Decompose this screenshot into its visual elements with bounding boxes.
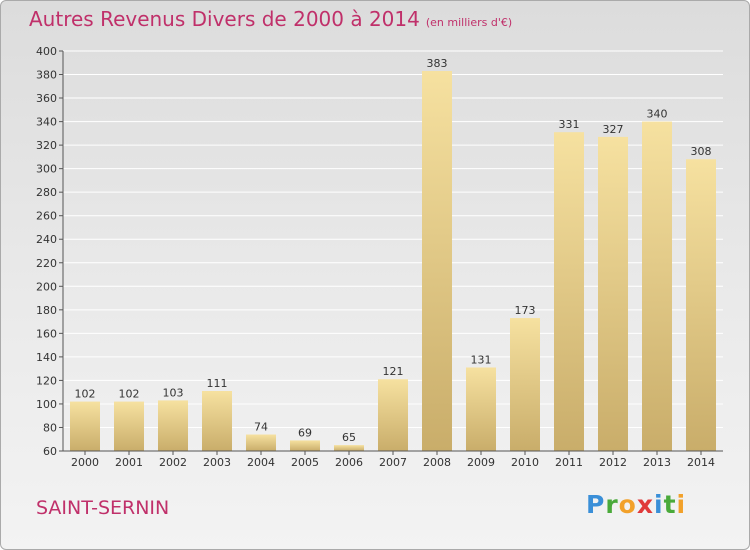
bar-2008 [422,71,452,451]
x-tick-label: 2012 [599,456,627,469]
data-label-2002: 103 [163,386,184,399]
y-tick-label: 360 [36,92,57,105]
data-label-2014: 308 [691,145,712,158]
y-tick-label: 200 [36,280,57,293]
x-tick-label: 2006 [335,456,363,469]
x-tick-label: 2014 [687,456,715,469]
y-tick-label: 60 [43,445,57,458]
logo-letter: i [654,490,664,519]
x-tick-label: 2013 [643,456,671,469]
x-tick-label: 2003 [203,456,231,469]
y-tick-label: 280 [36,186,57,199]
y-tick-label: 400 [36,45,57,58]
data-label-2013: 340 [647,108,668,121]
y-tick-label: 180 [36,304,57,317]
x-tick-label: 2001 [115,456,143,469]
x-tick-label: 2010 [511,456,539,469]
data-label-2011: 331 [559,118,580,131]
y-tick-label: 220 [36,257,57,270]
x-tick-label: 2011 [555,456,583,469]
town-name: SAINT-SERNIN [36,497,170,519]
x-tick-label: 2009 [467,456,495,469]
logo-letter: i [676,490,687,519]
chart-title-block: Autres Revenus Divers de 2000 à 2014 (en … [29,7,512,31]
y-axis: 60 80 100 120 140 160 180 200 220 240 260 280 300 320… [36,45,64,458]
y-tick-label: 80 [43,421,57,434]
y-tick-label: 160 [36,327,57,340]
chart-title: Autres Revenus Divers de 2000 à 2014 [29,7,420,31]
data-label-2008: 383 [427,57,448,70]
data-label-2005: 69 [298,426,312,439]
y-tick-label: 340 [36,116,57,129]
bar-2003 [202,391,232,451]
x-tick-label: 2002 [159,456,187,469]
logo-letter: x [636,490,654,519]
bar-2011 [554,132,584,452]
data-label-2003: 111 [207,377,228,390]
logo-letter: o [618,490,637,519]
data-label-2012: 327 [603,123,624,136]
data-label-2006: 65 [342,431,356,444]
x-tick-label: 2000 [71,456,99,469]
bar-2005 [290,440,320,451]
bar-2013 [642,121,672,452]
y-tick-label: 140 [36,351,57,364]
y-tick-label: 240 [36,233,57,246]
data-label-2000: 102 [75,388,96,401]
data-labels: 102 102 103 111 74 69 65 121 383 131 173 331 327 340 3… [75,57,712,444]
bar-2000 [70,401,100,451]
bar-2006 [334,445,364,451]
x-tick-label: 2004 [247,456,275,469]
bar-2002 [158,400,188,451]
bar-2007 [378,379,408,451]
data-label-2010: 173 [515,304,536,317]
bar-2010 [510,318,540,451]
data-label-2001: 102 [119,388,140,401]
y-tick-label: 380 [36,69,57,82]
bar-2004 [246,434,276,451]
chart-subtitle: (en milliers d'€) [425,16,513,29]
y-tick-label: 300 [36,163,57,176]
logo-letter: t [663,490,677,519]
data-label-2007: 121 [383,365,404,378]
bar-2001 [114,401,144,451]
data-label-2009: 131 [471,353,492,366]
bar-2012 [598,136,628,451]
logo-letter: P [586,490,606,519]
y-tick-label: 120 [36,374,57,387]
bars [70,71,716,452]
x-tick-label: 2007 [379,456,407,469]
y-tick-label: 100 [36,398,57,411]
data-label-2004: 74 [254,421,268,434]
x-axis: 2000 2001 2002 2003 2004 2005 2006 2007 2008 2009… [63,450,723,469]
x-tick-label: 2008 [423,456,451,469]
y-tick-label: 260 [36,210,57,223]
bar-2009 [466,367,496,451]
x-tick-label: 2005 [291,456,319,469]
y-tick-label: 320 [36,139,57,152]
proxiti-logo: Proxiti [586,490,686,519]
logo-letter: r [605,490,619,519]
bar-2014 [686,159,716,451]
